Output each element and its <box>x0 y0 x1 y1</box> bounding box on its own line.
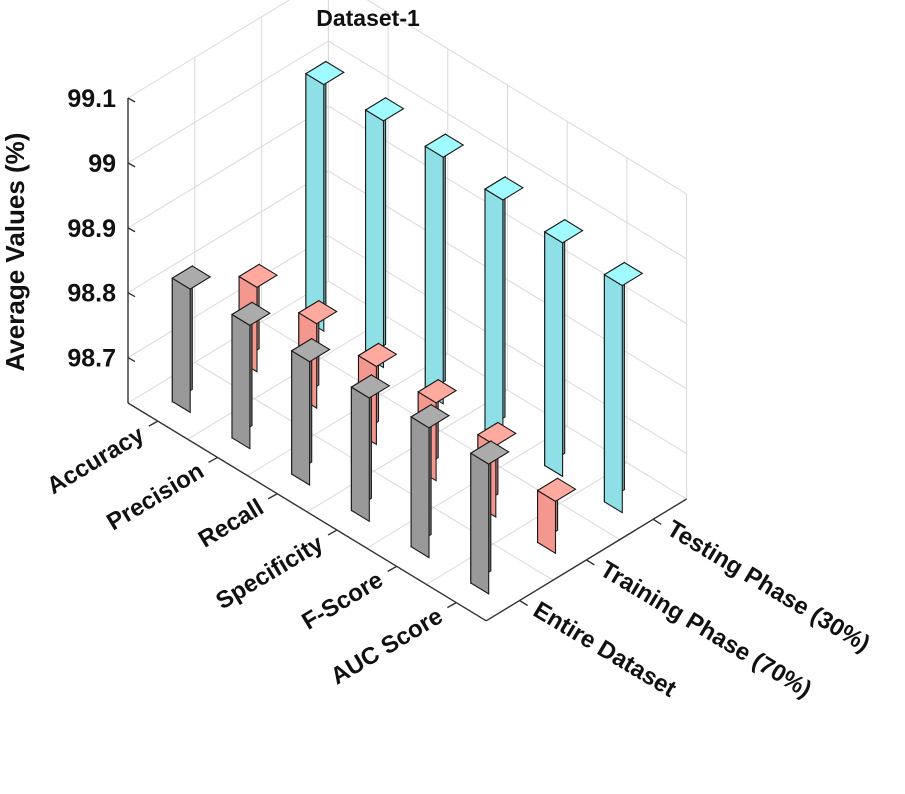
bar-top-face <box>238 263 279 289</box>
bar <box>469 440 510 595</box>
category-tick <box>148 420 159 427</box>
bar-top-face <box>350 374 391 399</box>
category-tick <box>327 529 338 536</box>
gridline-y <box>127 235 687 455</box>
bar <box>536 477 577 555</box>
y-tick <box>127 227 136 233</box>
gridline-y <box>127 105 687 325</box>
gridline-floor <box>306 389 508 513</box>
bar <box>350 373 391 523</box>
bar-top-face <box>417 379 458 404</box>
gridline-y <box>127 40 687 260</box>
bar <box>543 218 584 478</box>
bar <box>603 261 644 514</box>
bar <box>290 337 331 486</box>
y-tick <box>127 97 136 103</box>
y-tick-label: 98.7 <box>67 345 116 373</box>
bar-front-face <box>291 349 311 486</box>
bar-front-face <box>424 145 444 405</box>
y-axis-title: Average Values (%) <box>0 133 30 372</box>
chart-title: Dataset-1 <box>316 5 420 31</box>
bar-top-face <box>364 97 405 122</box>
y-tick-label: 98.8 <box>67 280 116 308</box>
y-tick-label: 98.9 <box>67 215 116 243</box>
bar-front-face <box>365 109 385 369</box>
y-tick <box>127 162 136 168</box>
bar-front-face <box>305 72 325 333</box>
y-tick <box>127 292 136 298</box>
series-tick <box>652 518 662 525</box>
bar-top-face <box>304 60 345 86</box>
bar-top-face <box>603 261 644 287</box>
gridline-y <box>127 170 687 390</box>
bar-front-face <box>544 230 564 478</box>
bar-front-face <box>231 313 251 450</box>
bar <box>424 133 465 405</box>
category-label: Recall <box>194 494 269 554</box>
gridline-floor <box>247 353 449 477</box>
bar <box>364 96 405 369</box>
bar-layer <box>171 60 644 595</box>
category-tick <box>387 565 397 572</box>
gridline-floor <box>127 280 329 404</box>
gridline-floor <box>426 462 628 585</box>
gridline-floor <box>366 425 568 549</box>
category-label: F-Score <box>297 566 388 635</box>
label-layer: 98.7 98.8 98.9 99 99.1 AccuracyPrecisionRecal… <box>42 85 874 703</box>
bar <box>483 175 524 442</box>
category-label: Specificity <box>211 530 328 615</box>
bar <box>410 403 451 559</box>
bar-top-face <box>171 265 212 290</box>
bar-top-face <box>230 301 271 327</box>
bar-top-face <box>483 176 524 201</box>
bar-top-face <box>357 342 398 368</box>
category-label: Accuracy <box>42 421 149 500</box>
grid-layer <box>127 0 688 622</box>
series-tick <box>586 559 595 566</box>
category-label: Precision <box>102 457 209 536</box>
bar-front-face <box>603 273 623 514</box>
bar <box>230 301 271 450</box>
y-tick <box>127 356 136 363</box>
category-axis-line <box>127 402 487 622</box>
y-tick-label: 99.1 <box>67 85 116 113</box>
bar-top-face <box>290 337 331 363</box>
bar <box>171 265 212 414</box>
bar-front-face <box>470 452 490 595</box>
category-tick <box>208 456 218 464</box>
bar-front-face <box>350 386 370 523</box>
category-tick <box>447 602 457 609</box>
bar <box>304 60 345 333</box>
y-tick-label: 99 <box>88 150 116 178</box>
bar-top-face <box>297 300 338 325</box>
bar-front-face <box>410 415 430 559</box>
bar-front-face <box>484 188 504 442</box>
category-tick <box>267 493 278 500</box>
bar-top-face <box>543 219 584 244</box>
series-label: Training Phase (70%) <box>595 556 816 703</box>
bar-top-face <box>469 440 510 465</box>
category-label: AUC Score <box>326 603 447 691</box>
gridline-floor <box>187 317 389 440</box>
bar-top-face <box>536 477 577 503</box>
bar-top-face <box>410 404 451 429</box>
bar-top-face <box>424 133 465 158</box>
series-tick <box>519 599 528 607</box>
bar-front-face <box>171 277 191 414</box>
